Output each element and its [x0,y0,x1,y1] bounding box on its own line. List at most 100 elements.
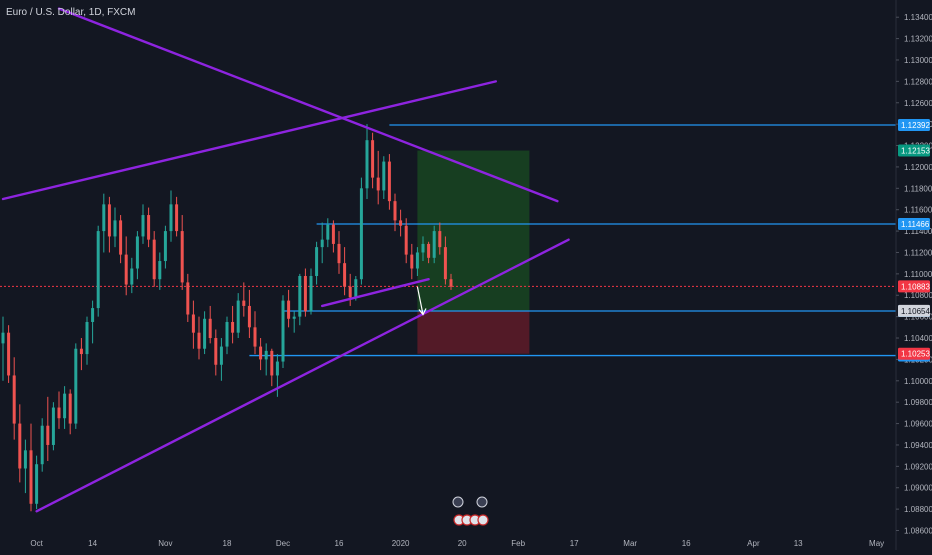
candle-body[interactable] [382,161,386,191]
candle-body[interactable] [23,450,27,469]
candle-body[interactable] [247,305,251,328]
candle-body[interactable] [354,279,358,298]
arrow-shaft[interactable] [416,286,424,315]
candle-body[interactable] [410,254,414,269]
candle-body[interactable] [191,314,195,333]
candle-body[interactable] [74,348,78,424]
candle-body[interactable] [309,276,313,312]
candle-body[interactable] [264,350,268,360]
candle-body[interactable] [158,261,162,280]
candle-body[interactable] [152,239,156,280]
candle-body[interactable] [287,300,291,319]
avatar-icon[interactable] [476,496,488,508]
candle-body[interactable] [46,425,50,445]
trendline[interactable] [57,7,559,203]
candle-body[interactable] [315,247,319,276]
candle-body[interactable] [214,338,218,365]
candle-body[interactable] [337,243,341,264]
candle-body[interactable] [236,300,240,333]
candle-body[interactable] [130,268,134,285]
candle-body[interactable] [432,231,436,258]
candle-body[interactable] [141,215,145,237]
candle-body[interactable] [348,286,352,298]
candle-body[interactable] [399,220,403,226]
candle-body[interactable] [102,204,106,232]
candle-body[interactable] [359,188,363,280]
candle-body[interactable] [7,332,11,376]
candle-body[interactable] [96,231,100,309]
candle-body[interactable] [219,346,223,365]
trendline[interactable] [321,278,430,308]
candle-body[interactable] [208,318,212,339]
candle-body[interactable] [107,204,111,237]
price-tag[interactable] [898,144,930,157]
candle-body[interactable] [124,254,128,285]
candle-body[interactable] [298,276,302,317]
avatar-icon[interactable] [477,514,489,526]
candle-body[interactable] [12,375,16,424]
candle-body[interactable] [376,177,380,191]
candle-body[interactable] [275,361,279,376]
trendline[interactable] [35,238,570,513]
candle-body[interactable] [292,316,296,319]
candle-body[interactable] [203,318,207,349]
candle-body[interactable] [331,224,335,244]
candle-body[interactable] [63,393,67,419]
candle-body[interactable] [242,300,246,306]
price-tag[interactable] [898,119,930,132]
candle-body[interactable] [79,348,83,355]
candle-body[interactable] [259,346,263,360]
candle-body[interactable] [169,204,173,232]
author-badges[interactable] [452,496,489,526]
time-axis[interactable]: Oct 14 Nov 18 Dec 16 2020 20 Feb 17 Mar 16 Apr 13 May [30,539,884,548]
price-tag[interactable] [898,304,930,317]
candle-body[interactable] [29,450,33,504]
candle-body[interactable] [231,321,235,333]
candle-body[interactable] [225,321,229,347]
candle-body[interactable] [180,231,184,283]
candle-body[interactable] [35,464,39,504]
candle-body[interactable] [1,332,5,344]
candle-body[interactable] [326,224,330,240]
avatar-icon[interactable] [452,496,464,508]
candle-body[interactable] [186,282,190,315]
candle-body[interactable] [281,300,285,362]
candle-body[interactable] [135,236,139,269]
candle-body[interactable] [270,350,274,376]
candle-body[interactable] [197,332,201,349]
candle-body[interactable] [113,220,117,237]
stop-loss-zone[interactable] [417,310,530,354]
candle-body[interactable] [343,263,347,287]
price-tag[interactable] [898,280,930,293]
trendline[interactable] [1,80,497,201]
candle-body[interactable] [443,247,447,280]
candle-body[interactable] [404,225,408,255]
candle-body[interactable] [119,220,123,255]
candle-body[interactable] [449,279,453,287]
take-profit-zone[interactable] [417,150,530,311]
candle-body[interactable] [57,407,61,419]
candle-body[interactable] [175,204,179,232]
candle-body[interactable] [303,276,307,312]
candle-body[interactable] [371,140,375,178]
candle-body[interactable] [51,407,55,445]
candle-body[interactable] [320,239,324,248]
candle-body[interactable] [415,252,419,269]
candle-body[interactable] [438,231,442,248]
candle-body[interactable] [421,243,425,253]
candle-body[interactable] [68,393,72,424]
candle-body[interactable] [393,201,397,221]
candle-body[interactable] [40,425,44,465]
candle-body[interactable] [147,215,151,240]
candle-body[interactable] [427,243,431,258]
candle-body[interactable] [91,308,95,322]
candle-body[interactable] [253,327,257,347]
price-tag[interactable] [898,347,930,360]
candle-body[interactable] [387,161,391,202]
candle-body[interactable] [163,231,167,262]
candle-body[interactable] [365,140,369,189]
candle-body[interactable] [18,423,22,469]
price-tag[interactable] [898,218,930,231]
